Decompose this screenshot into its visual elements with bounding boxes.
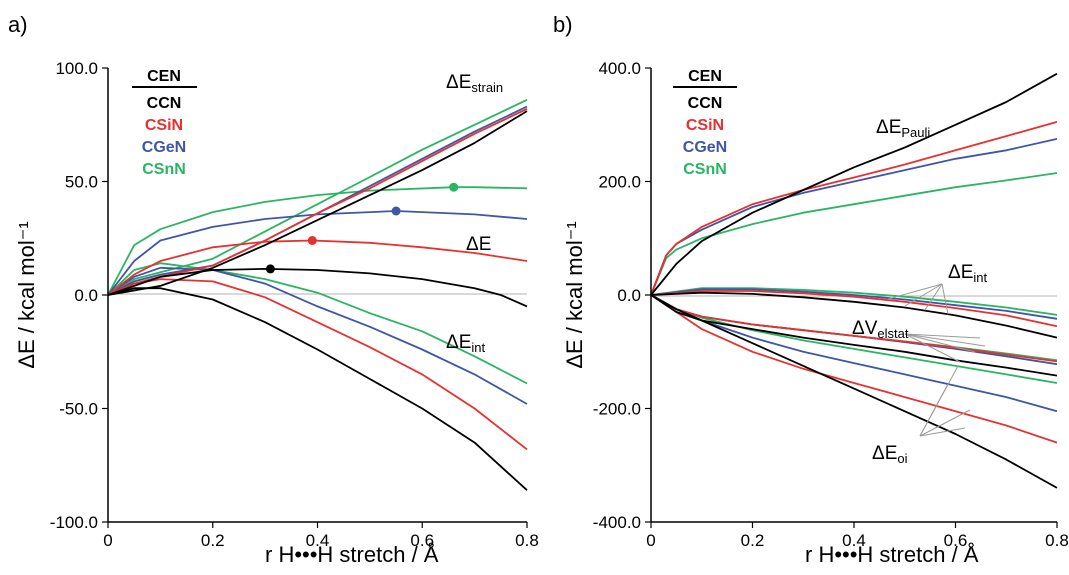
pointer-oi-4 <box>919 427 966 437</box>
series-b-cgen-int <box>650 288 1058 320</box>
series-a-ccn-total <box>107 267 528 308</box>
x-tick-label: 0.4 <box>306 531 330 550</box>
series-a-csin-total <box>107 239 528 296</box>
chart-a-y-ticks: 100.0 50.0 0.0 -50.0 -100.0 <box>50 59 108 532</box>
chart-b-x-ticks: 0 0.2 0.4 0.6 0.8 <box>646 522 1069 550</box>
x-tick-label: 0 <box>103 531 112 550</box>
y-tick-label: 0.0 <box>617 286 641 305</box>
marker-a-ccn <box>265 264 275 274</box>
x-tick-label: 0.2 <box>201 531 225 550</box>
y-tick-label: 100.0 <box>55 59 98 78</box>
pointer-elstat-1 <box>904 333 981 339</box>
series-b-ccn-elstat <box>650 294 1058 377</box>
chart-b-x-axis-label: r H•••H stretch / Å <box>805 542 979 567</box>
chart-b-annotation-oi: ΔEoi <box>872 443 908 466</box>
series-b-csnn-pauli <box>650 172 1058 296</box>
pointer-elstat-4 <box>904 333 961 363</box>
chart-a-annotation-total: ΔE <box>466 234 491 255</box>
chart-a-markers <box>265 182 459 274</box>
series-a-cgen-int <box>107 266 528 405</box>
marker-a-csin <box>307 236 317 245</box>
pointer-oi-3 <box>919 409 971 437</box>
series-a-cgen-total <box>107 210 528 296</box>
series-a-csin-int <box>107 278 528 451</box>
chart-b-annotation-pauli: ΔEPauli <box>876 117 930 140</box>
chart-b-annotation-elstat: ΔVelstat <box>852 318 909 341</box>
series-b-csin-elstat <box>650 294 1058 363</box>
chart-a-y-axis-label: ΔE / kcal mol⁻¹ <box>14 221 39 368</box>
legend-a-item-ccn: CCN <box>147 95 182 112</box>
pointer-oi-2 <box>919 383 949 437</box>
pointer-int-3 <box>924 283 943 311</box>
y-tick-label: 400.0 <box>598 59 641 78</box>
chart-a-x-axis-label: r H•••H stretch / Å <box>265 542 439 567</box>
legend-b-item-ccn: CCN <box>688 95 723 112</box>
legend-a-item-cgen: CGeN <box>142 139 186 156</box>
legend-b-item-cgen: CGeN <box>683 139 727 156</box>
series-b-csnn-oi <box>650 294 1058 384</box>
legend-a-item-csnn: CSnN <box>142 161 186 178</box>
chart-b-pointer-lines <box>887 283 986 437</box>
panel-a-label: a) <box>8 12 28 37</box>
chart-a-series <box>107 98 528 491</box>
legend-b-item-csnn: CSnN <box>683 161 727 178</box>
chart-b-series <box>650 72 1058 489</box>
series-a-ccn-strain <box>107 110 528 296</box>
series-b-ccn-oi <box>650 294 1058 489</box>
pointer-int-1 <box>887 283 943 300</box>
x-tick-label: 0.6 <box>944 531 968 550</box>
marker-a-csnn <box>449 182 459 192</box>
y-tick-label: 200.0 <box>598 173 641 192</box>
pointer-int-4 <box>941 283 949 315</box>
x-tick-label: 0.8 <box>515 531 539 550</box>
x-tick-label: 0 <box>646 531 655 550</box>
pointer-elstat-2 <box>904 333 986 347</box>
x-tick-label: 0.8 <box>1045 531 1069 550</box>
series-b-ccn-int <box>650 291 1058 339</box>
series-a-cgen-strain <box>107 105 528 296</box>
chart-a: 100.0 50.0 0.0 -50.0 -100.0 0 0.2 0.4 0.6 0.8 r … <box>14 59 539 567</box>
pointer-elstat-3 <box>904 333 976 353</box>
series-a-csnn-strain <box>107 98 528 296</box>
chart-b-annotation-int: ΔEint <box>948 262 987 285</box>
legend-a-item-csin: CSiN <box>145 117 183 134</box>
x-tick-label: 0.2 <box>741 531 765 550</box>
chart-b-legend: CEN CCN CSiN CGeN CSnN <box>673 68 737 178</box>
x-tick-label: 0.4 <box>842 531 866 550</box>
panel-b-label: b) <box>553 12 573 37</box>
legend-a-header: CEN <box>147 68 181 85</box>
series-a-csnn-total <box>107 186 528 296</box>
series-b-ccn-pauli <box>650 72 1058 296</box>
chart-a-annotation-strain: ΔEstrain <box>446 72 503 95</box>
y-tick-label: -50.0 <box>59 400 98 419</box>
series-a-csnn-int <box>107 262 528 385</box>
legend-b-header: CEN <box>688 68 722 85</box>
chart-a-x-ticks: 0 0.2 0.4 0.6 0.8 <box>103 522 539 550</box>
chart-a-legend: CEN CCN CSiN CGeN CSnN <box>132 68 197 178</box>
chart-a-annotation-int: ΔEint <box>446 332 485 355</box>
y-tick-label: -100.0 <box>50 513 98 532</box>
series-b-csin-int <box>650 290 1058 328</box>
pointer-int-2 <box>904 283 943 307</box>
x-tick-label: 0.6 <box>410 531 434 550</box>
y-tick-label: 50.0 <box>65 173 98 192</box>
series-a-ccn-int <box>107 287 528 491</box>
chart-b-y-axis-label: ΔE / kcal mol⁻¹ <box>562 221 587 368</box>
series-b-csnn-int <box>650 287 1058 316</box>
series-a-csin-strain <box>107 108 528 296</box>
y-tick-label: -400.0 <box>593 513 641 532</box>
legend-b-item-csin: CSiN <box>686 117 724 134</box>
marker-a-cgen <box>391 206 401 216</box>
chart-b-y-ticks: 400.0 200.0 0.0 -200.0 -400.0 <box>593 59 651 532</box>
y-tick-label: -200.0 <box>593 400 641 419</box>
y-tick-label: 0.0 <box>74 286 98 305</box>
series-b-csin-oi <box>650 294 1058 444</box>
